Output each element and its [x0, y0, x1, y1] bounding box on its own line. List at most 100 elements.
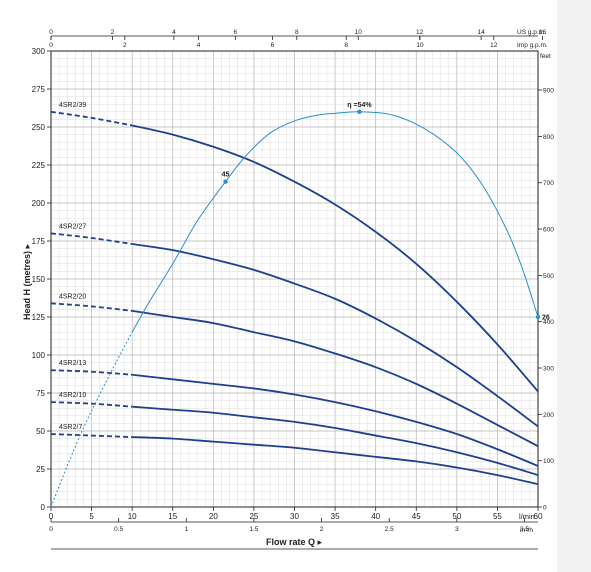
- curve-dashed-4SR2-13: [51, 369, 133, 376]
- top-us-tick-label: 0: [49, 29, 53, 36]
- top-imp-tick-label: 8: [344, 42, 348, 49]
- efficiency-curve: [131, 111, 539, 333]
- right-tick-label: 500: [543, 273, 554, 280]
- pump-performance-chart: US g.p.m. Imp g.p.m. 0 2 4 6 8 10 12 14 160 2 4 6 8 1…: [22, 29, 554, 550]
- top-us-tick-label: 4: [172, 29, 176, 36]
- x-tick-label: 0: [49, 512, 54, 521]
- x-axis-label: Flow rate Q ▸: [266, 537, 323, 547]
- top-imp-tick-label: 10: [416, 42, 424, 49]
- efficiency-curve-group: 45 η =54% 26: [50, 102, 550, 508]
- m3h-tick-label: 0: [49, 526, 53, 533]
- page-side-strip: [557, 0, 591, 572]
- efficiency-point: [357, 109, 362, 115]
- x-tick-label: 20: [209, 512, 218, 521]
- top-imp-tick-label: 12: [490, 42, 498, 49]
- y-tick-label: 250: [32, 123, 46, 132]
- top-us-tick-label: 2: [111, 29, 115, 36]
- m3h-axis-ticks: m³/h 0 0.5 1 1.5 2 2.5 3 3.5: [49, 518, 533, 534]
- x-tick-label: 25: [249, 512, 258, 521]
- m3h-tick-label: 2.5: [385, 526, 394, 533]
- right-axis-unit: feet: [540, 53, 551, 60]
- top-imp-tick-label: 4: [197, 42, 201, 49]
- y-axis-ticks: 0 25 50 75 100 125 150 175 200 225 250 275 300: [32, 47, 51, 512]
- efficiency-curve-dashed: [50, 331, 133, 508]
- top-us-tick-label: 10: [355, 29, 363, 36]
- top-us-tick-label: 6: [234, 29, 238, 36]
- right-tick-label: 0: [543, 505, 547, 512]
- efficiency-label: η =54%: [347, 102, 372, 109]
- curve-dashed-4SR2-39: [51, 110, 133, 127]
- curve-dashed-4SR2-20: [51, 302, 133, 312]
- efficiency-point: [535, 314, 541, 320]
- x-tick-label: 10: [128, 512, 137, 521]
- y-axis-label: Head H (metres) ▸: [22, 243, 32, 320]
- m3h-tick-label: 3.5: [520, 526, 529, 533]
- right-tick-label: 600: [543, 227, 554, 234]
- curve-dashed-4SR2-10: [51, 401, 133, 408]
- series-label: 4SR2/7: [59, 424, 82, 431]
- x-tick-label: 40: [371, 512, 380, 521]
- m3h-tick-label: 0.5: [114, 526, 123, 533]
- right-tick-label: 800: [543, 134, 554, 141]
- x-axis-unit: l/min: [519, 512, 535, 521]
- top-axis-us-unit: US g.p.m.: [517, 29, 546, 36]
- y-tick-label: 25: [36, 465, 45, 474]
- m3h-tick-label: 1.5: [249, 526, 258, 533]
- curve-dashed-4SR2-7: [51, 433, 133, 438]
- right-tick-label: 100: [543, 458, 554, 465]
- x-tick-label: 55: [493, 512, 502, 521]
- right-axis-ticks: feet 0 100 200 300 400 500 600 700 800 900: [538, 53, 554, 512]
- y-tick-label: 200: [32, 199, 46, 208]
- top-imp-tick-label: 6: [271, 42, 275, 49]
- y-tick-label: 300: [32, 47, 46, 56]
- y-tick-label: 100: [32, 351, 46, 360]
- m3h-axis-unit: m³/h: [520, 527, 533, 534]
- right-tick-label: 400: [543, 319, 554, 326]
- top-us-tick-label: 12: [416, 29, 424, 36]
- series-label: 4SR2/13: [59, 360, 86, 367]
- curve-4SR2-10: [132, 405, 538, 476]
- efficiency-label: 26: [542, 315, 550, 322]
- y-tick-label: 275: [32, 85, 46, 94]
- top-us-tick-label: 8: [295, 29, 299, 36]
- y-tick-label: 125: [32, 313, 46, 322]
- top-imp-tick-label: 0: [49, 42, 53, 49]
- top-axis-imp-unit: Imp g.p.m.: [517, 42, 548, 49]
- right-tick-label: 200: [543, 412, 554, 419]
- x-tick-label: 5: [89, 512, 94, 521]
- top-us-tick-label: 14: [477, 29, 485, 36]
- series-label: 4SR2/39: [59, 102, 86, 109]
- m3h-tick-label: 3: [455, 526, 459, 533]
- y-tick-label: 50: [36, 427, 45, 436]
- x-tick-label: 30: [290, 512, 299, 521]
- x-tick-label: 60: [534, 512, 543, 521]
- x-tick-label: 50: [452, 512, 461, 521]
- right-tick-label: 700: [543, 180, 554, 187]
- efficiency-label: 45: [222, 172, 230, 179]
- series-label: 4SR2/20: [59, 293, 86, 300]
- curve-4SR2-13: [132, 373, 538, 467]
- curve-4SR2-7: [132, 436, 538, 486]
- m3h-tick-label: 2: [320, 526, 324, 533]
- series-label: 4SR2/10: [59, 392, 86, 399]
- top-imp-tick-label: 2: [123, 42, 127, 49]
- curve-4SR2-39: [131, 124, 538, 393]
- curve-4SR2-20: [132, 310, 538, 447]
- curve-dashed-4SR2-27: [51, 232, 133, 245]
- y-tick-label: 225: [32, 161, 46, 170]
- curve-4SR2-27: [132, 243, 538, 428]
- pump-curves: [51, 110, 538, 486]
- x-axis-ticks: l/min 0 5 10 15 20 25 30 35 40 45 50 55 60: [49, 507, 543, 521]
- series-labels: 4SR2/39 4SR2/27 4SR2/20 4SR2/13 4SR2/10 4SR2/…: [59, 102, 86, 431]
- top-axis: US g.p.m. Imp g.p.m.: [51, 29, 548, 49]
- right-tick-label: 300: [543, 366, 554, 373]
- x-tick-label: 15: [168, 512, 177, 521]
- right-tick-label: 900: [543, 88, 554, 95]
- y-tick-label: 0: [41, 503, 46, 512]
- y-tick-label: 150: [32, 275, 46, 284]
- top-us-tick-label: 16: [539, 29, 547, 36]
- series-label: 4SR2/27: [59, 223, 86, 230]
- x-tick-label: 45: [412, 512, 421, 521]
- efficiency-point: [223, 179, 228, 184]
- y-tick-label: 75: [36, 389, 45, 398]
